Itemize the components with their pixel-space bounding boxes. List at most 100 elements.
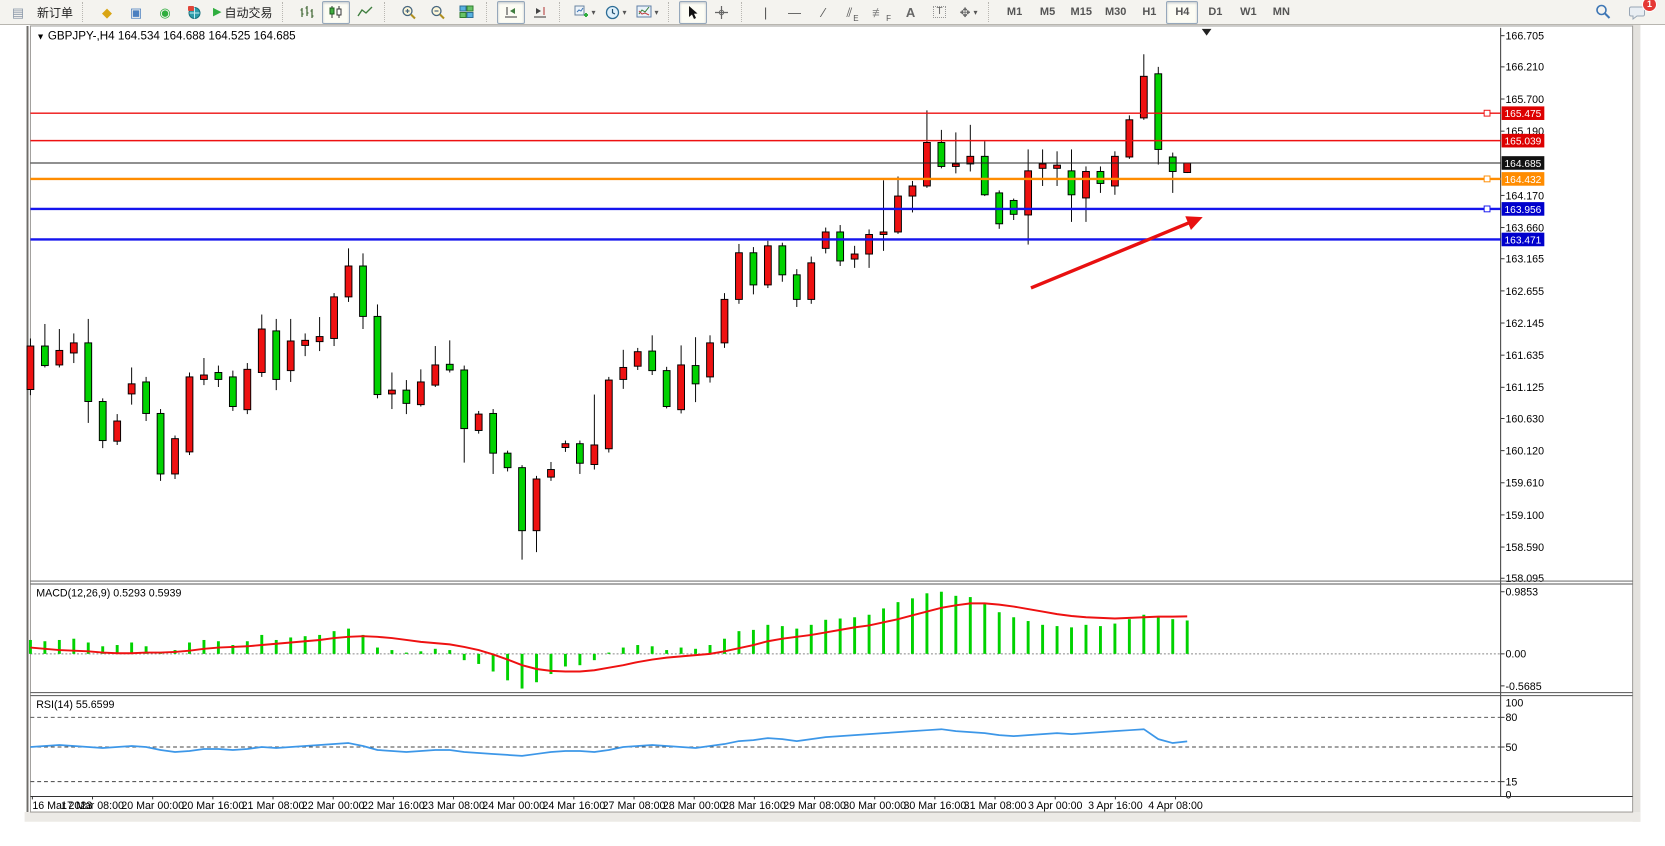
candle-body (1038, 163, 1047, 169)
time-axis-label: 31 Mar 08:00 (964, 800, 1027, 812)
candle-body (359, 265, 367, 317)
horizontal-price-lines[interactable] (30, 109, 1501, 241)
autotrade-button[interactable]: ▶ 自动交易 (209, 1, 276, 24)
cursor-tool-button[interactable] (678, 0, 707, 24)
zoom-in-icon (401, 5, 416, 19)
arrows-tool[interactable]: ✥ ▾ (959, 4, 978, 20)
new-order-button[interactable]: 新订单 (33, 1, 77, 24)
tf-h1-button[interactable]: H1 (1142, 6, 1157, 18)
zoom-out-icon (430, 5, 445, 19)
time-axis-label: 21 Mar 08:00 (242, 800, 305, 812)
candle-body (330, 296, 338, 339)
price-pane[interactable]: ▼ GBPJPY-,H4 164.534 164.688 164.525 164.… (26, 28, 1212, 560)
chart-shift-icon (533, 7, 546, 18)
tf-m30-button[interactable]: M30 (1104, 6, 1127, 18)
annotation-arrow[interactable] (1030, 216, 1203, 290)
template-icon (636, 5, 652, 18)
price-axis-label: 160.120 (1506, 446, 1545, 458)
bar-chart-type-button[interactable] (293, 1, 321, 24)
price-axis-label: 162.145 (1506, 318, 1545, 330)
price-axis-label: 165.190 (1506, 126, 1545, 138)
candle-body (26, 345, 35, 390)
svg-text:165.039: 165.039 (1505, 137, 1542, 148)
line-handle (1483, 175, 1491, 183)
price-axis-label: 166.705 (1506, 31, 1545, 43)
search-button[interactable] (1589, 1, 1617, 24)
candle-body (1139, 75, 1148, 119)
candlestick-icon (329, 6, 342, 18)
terminal-icon[interactable] (180, 1, 208, 24)
candle-body (561, 443, 570, 448)
notifications-button[interactable]: 1 (1623, 0, 1657, 24)
tf-m5-button[interactable]: M5 (1039, 6, 1056, 18)
cursor-icon (689, 5, 698, 19)
new-order-label: 新订单 (37, 5, 74, 20)
indicators-button[interactable]: ▾ (570, 1, 600, 24)
svg-text:164.432: 164.432 (1505, 175, 1542, 186)
rsi-line (30, 728, 1188, 757)
candle-body (171, 438, 179, 475)
text-tool[interactable]: A (905, 4, 916, 20)
templates-button[interactable]: ▾ (632, 1, 663, 24)
tile-windows-button[interactable] (453, 1, 481, 24)
chart-shift-button[interactable] (526, 1, 554, 24)
candlestick-chart-type-button[interactable] (321, 0, 350, 24)
price-axis-label: 161.125 (1506, 382, 1545, 394)
tf-w1-button[interactable]: W1 (1240, 6, 1257, 18)
tf-h4-button[interactable]: H4 (1166, 0, 1199, 24)
candle-body (344, 265, 353, 298)
signal-icon[interactable]: ◉ (159, 4, 171, 20)
candle-body (98, 400, 107, 442)
line-handle (1483, 109, 1491, 117)
candle-body (749, 252, 758, 286)
time-axis-label: 22 Mar 00:00 (302, 800, 365, 812)
tf-d1-button[interactable]: D1 (1208, 6, 1223, 18)
tile-windows-icon (459, 5, 474, 18)
grid-icon[interactable]: ▤ (11, 4, 25, 20)
periods-button[interactable]: ▾ (601, 1, 631, 24)
auto-scroll-icon (504, 7, 517, 18)
candle-body (315, 336, 324, 343)
candle-body (243, 368, 252, 411)
candle-body (113, 420, 122, 442)
price-tag-164.432: 164.432 (1501, 172, 1545, 186)
vertical-line-tool[interactable]: | (763, 4, 768, 20)
fibonacci-tool[interactable]: ≢ F (872, 4, 891, 23)
zoom-in-button[interactable] (395, 1, 423, 24)
macd-axis-label: -0.5685 (1506, 681, 1542, 693)
rsi-axis-label: 0 (1506, 789, 1512, 801)
macd-pane[interactable]: MACD(12,26,9) 0.5293 0.5939 (28, 588, 1501, 689)
tf-m15-button[interactable]: M15 (1070, 6, 1092, 18)
chart-canvas[interactable]: 166.705 166.210 165.700 165.190 164.170 163.6… (0, 25, 1665, 846)
clock-icon (605, 5, 619, 19)
channel-tool[interactable]: ⫽ E (846, 4, 859, 23)
zoom-out-button[interactable] (424, 1, 452, 24)
candle-body (547, 469, 555, 478)
time-axis-label: 23 Mar 08:00 (422, 800, 485, 812)
price-tag-163.956: 163.956 (1501, 202, 1545, 216)
line-chart-type-button[interactable] (351, 1, 379, 24)
crosshair-tool-button[interactable] (708, 1, 736, 24)
trendline-tool[interactable]: ⁄ (822, 4, 825, 20)
candle-body (894, 195, 902, 233)
candle-body (503, 452, 512, 469)
candle-body (706, 342, 714, 378)
candle-body (532, 478, 541, 532)
tf-mn-button[interactable]: MN (1272, 6, 1290, 18)
text-label-tool[interactable]: T (926, 1, 954, 24)
tf-m1-button[interactable]: M1 (1006, 6, 1023, 18)
price-axis-label: 165.700 (1506, 94, 1545, 106)
auto-scroll-button[interactable] (496, 0, 525, 24)
time-axis-label: 22 Mar 16:00 (362, 800, 425, 812)
candle-body (937, 142, 946, 167)
price-axis-label: 163.165 (1506, 254, 1545, 266)
price-axis[interactable]: 166.705 166.210 165.700 165.190 164.170 163.6… (1500, 27, 1545, 802)
rsi-pane[interactable]: RSI(14) 55.6599 (30, 699, 1501, 783)
candle-body (980, 155, 989, 196)
data-window-icon[interactable]: ▣ (129, 4, 143, 20)
price-tag-163.471: 163.471 (1501, 232, 1545, 246)
horizontal-line-tool[interactable]: — (788, 4, 802, 20)
market-watch-icon[interactable]: ◆ (102, 4, 113, 20)
candle-body (185, 376, 194, 453)
